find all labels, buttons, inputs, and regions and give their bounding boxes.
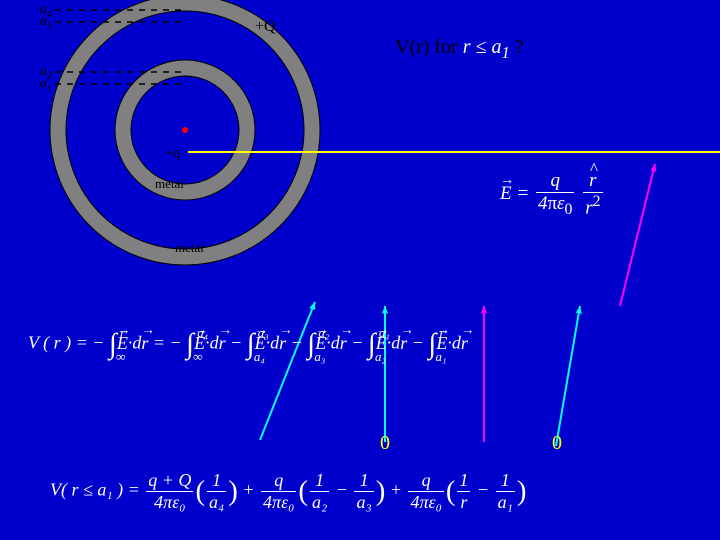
charge-inner: +q xyxy=(165,146,180,162)
charge-outer: +Q xyxy=(255,18,276,36)
zero-label: 0 xyxy=(552,432,562,455)
coulomb-formula: E = q4πε0 rr2 xyxy=(500,170,605,219)
metal-inner-label: metal xyxy=(155,176,184,192)
result-formula: V( r ≤ a₁ ) = q + Q4πε₀(1a₄) + q4πε₀(1a₂… xyxy=(50,470,526,513)
label-a1: a1 xyxy=(40,76,52,94)
question-text: V(r) for r ≤ a1 ? xyxy=(395,36,524,63)
label-a3: a3 xyxy=(40,14,52,32)
geometry-svg xyxy=(0,0,720,540)
zero-label: 0 xyxy=(380,432,390,455)
integral-chain: V ( r ) = − ∫r∞E·dr = − ∫a₄∞E·dr − ∫a₃a₄… xyxy=(28,330,468,359)
metal-outer-label: metal xyxy=(175,240,204,256)
slide-root: a4 a3 a2 a1 +Q +q metal metal V(r) for r… xyxy=(0,0,720,540)
